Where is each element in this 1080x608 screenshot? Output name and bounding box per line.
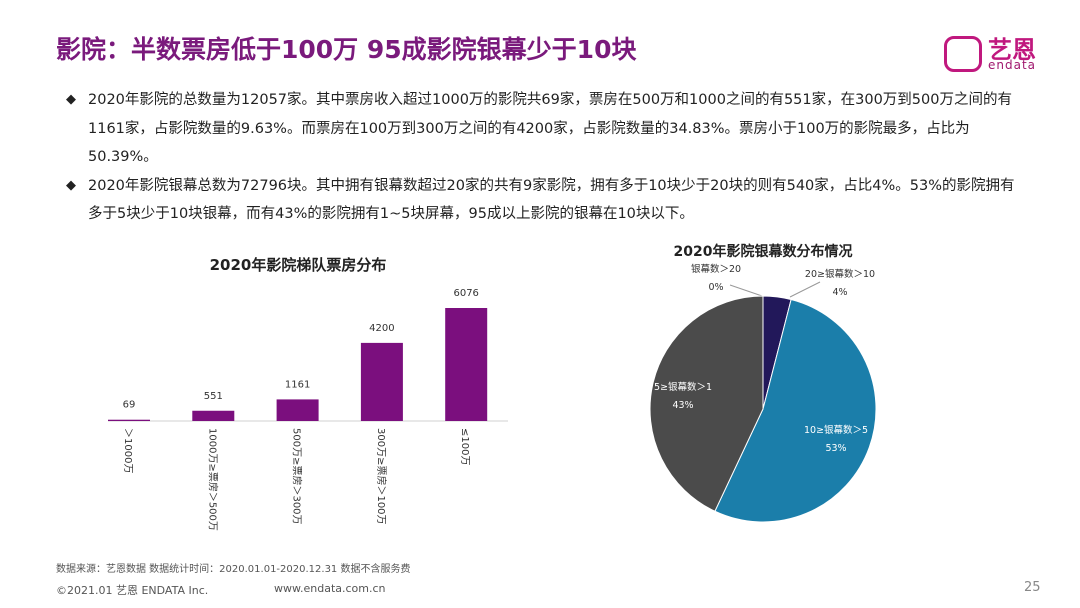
copyright: ©2021.01 艺恩 ENDATA Inc. — [56, 584, 209, 597]
value-label: 551 — [204, 391, 223, 402]
value-label: 1161 — [285, 379, 310, 390]
bullet-list: 2020年影院的总数量为12057家。其中票房收入超过1000万的影院共69家，… — [66, 86, 1016, 229]
bullet: 2020年影院银幕总数为72796块。其中拥有银幕数超过20家的共有9家影院，拥… — [66, 172, 1016, 229]
source-note: 数据来源：艺恩数据 数据统计时间：2020.01.01-2020.12.31 数… — [56, 564, 411, 575]
slice-value: 0% — [708, 282, 723, 293]
value-label: 69 — [123, 400, 136, 411]
bar — [445, 308, 488, 421]
chart-title: 2020年影院银幕数分布情况 — [674, 243, 853, 260]
slice-label: 20≥银幕数＞10 — [805, 268, 875, 280]
website: www.endata.com.cn — [274, 582, 386, 595]
x-tick-label: 500万≥票房＞300万 — [291, 428, 304, 525]
x-tick-label: ＞1000万 — [122, 428, 133, 473]
slice-label: 10≥银幕数＞5 — [804, 424, 868, 436]
slice-label: 银幕数＞20 — [691, 263, 741, 275]
x-tick-label: 300万≥票房＞100万 — [375, 428, 388, 525]
slice-value: 4% — [832, 287, 847, 298]
logo-brand: 艺恩 — [988, 36, 1036, 64]
chart-title: 2020年影院梯队票房分布 — [210, 256, 387, 274]
slice-label: 5≥银幕数＞1 — [654, 381, 712, 393]
bar — [192, 410, 235, 421]
pie-slice — [714, 298, 877, 523]
page-number: 25 — [1024, 580, 1041, 595]
bar — [276, 399, 319, 421]
leader-line — [729, 284, 766, 298]
bullet: 2020年影院的总数量为12057家。其中票房收入超过1000万的影院共69家，… — [66, 86, 1016, 172]
x-tick-label: ≤100万 — [459, 428, 470, 465]
slide-title: 影院：半数票房低于100万 95成影院银幕少于10块 — [56, 35, 637, 64]
logo-sub: endata — [988, 58, 1037, 72]
slice-value: 43% — [672, 400, 693, 411]
logo-mark — [944, 36, 982, 72]
bar — [360, 342, 403, 421]
value-label: 4200 — [369, 323, 394, 334]
bar — [108, 419, 150, 421]
leader-line — [789, 281, 821, 298]
pie-slice — [649, 295, 764, 512]
slice-value: 53% — [825, 443, 846, 454]
value-label: 6076 — [453, 288, 478, 299]
x-tick-label: 1000万≥票房＞500万 — [206, 428, 219, 531]
